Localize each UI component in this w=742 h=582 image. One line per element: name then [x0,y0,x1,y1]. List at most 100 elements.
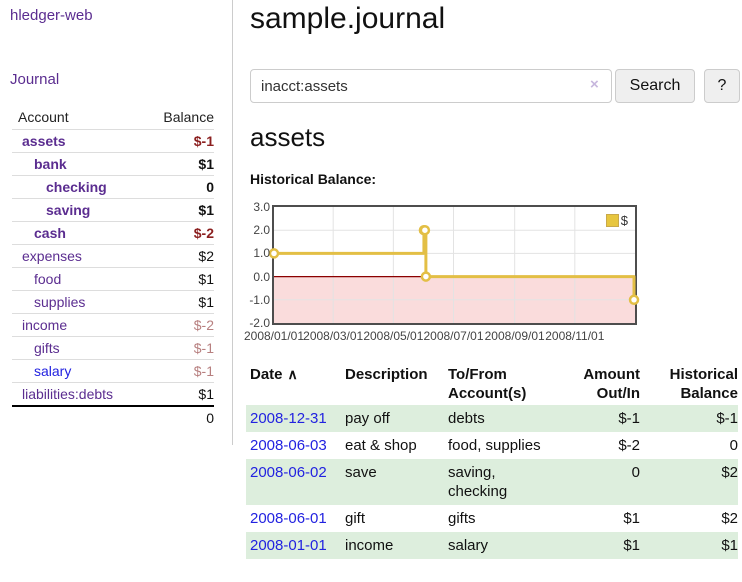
account-balance: 0 [206,179,214,195]
data-point [420,271,432,282]
account-row: salary $-1 [12,359,214,382]
account-link-salary[interactable]: salary [34,363,72,379]
accounts-total-value: 0 [206,410,214,426]
register-col-header[interactable]: Historical Balance [669,366,738,402]
account-link-checking[interactable]: checking [46,179,107,195]
account-row: saving $1 [12,198,214,221]
account-row: income $-2 [12,313,214,336]
chart-plot-area: $ [268,205,640,325]
account-link-expenses[interactable]: expenses [22,248,82,264]
data-point [419,224,431,236]
accounts-header-account: Account [18,109,69,125]
account-balance: $1 [198,156,214,172]
register-col-header[interactable]: To/From Account(s) [448,366,527,402]
account-balance: $1 [198,271,214,287]
transaction-description: income [345,537,394,554]
account-link-saving[interactable]: saving [46,202,91,218]
y-axis-tick-label: 0.0 [253,269,270,284]
y-axis-tick-label: 1.0 [253,246,270,261]
transaction-balance: $2 [721,464,738,481]
main-content: sample.journal × Search ? assets Histori… [244,0,742,582]
transaction-accounts: gifts [448,510,476,527]
search-form: × Search ? [250,69,742,103]
x-axis-tick-label: 2008/07/01 [423,329,484,343]
accounts-total-row: 0 [12,405,214,429]
transaction-balance: 0 [729,437,738,454]
x-axis-tick-label: 2008/09/01 [484,329,545,343]
transaction-description: gift [345,510,366,527]
transaction-accounts: food, supplies [448,437,541,454]
account-link-gifts[interactable]: gifts [34,340,60,356]
account-row: bank $1 [12,152,214,175]
accounts-table-header: Account Balance [12,106,214,129]
transaction-balance: $1 [721,537,738,554]
transaction-amount: 0 [631,464,640,481]
register-col-header[interactable]: Date ∧ [250,366,298,383]
transaction-date-link[interactable]: 2008-06-01 [250,510,327,527]
register-col-header[interactable]: Description [345,366,428,383]
register-table: Date ∧ Description To/From Account(s) Amount O… [246,363,738,559]
account-balance: $1 [198,202,214,218]
account-balance: $-1 [193,363,214,379]
chart-heading: Historical Balance: [250,171,377,187]
transaction-balance: $2 [721,510,738,527]
transaction-date-link[interactable]: 2008-12-31 [250,410,327,427]
account-row: expenses $2 [12,244,214,267]
sort-asc-icon: ∧ [287,366,298,382]
transaction-description: eat & shop [345,437,417,454]
account-row: food $1 [12,267,214,290]
account-row: checking 0 [12,175,214,198]
app-brand-link[interactable]: hledger-web [10,7,93,24]
account-heading: assets [250,122,326,152]
transaction-date-link[interactable]: 2008-06-03 [250,437,327,454]
account-row: gifts $-1 [12,336,214,359]
clear-search-icon[interactable]: × [590,76,599,93]
account-balance: $-2 [193,225,214,241]
register-rows: 2008-12-31 pay off debts $-1 $-1 2008-06-03 ea… [246,405,738,559]
transaction-row: 2008-12-31 pay off debts $-1 $-1 [246,405,738,432]
transaction-accounts: saving, checking [448,464,508,500]
account-link-food[interactable]: food [34,271,62,287]
transaction-date-link[interactable]: 2008-01-01 [250,537,327,554]
transaction-description: pay off [345,410,390,427]
x-axis-tick-label: 2008/03/01 [303,329,364,343]
accounts-rows: assets $-1 bank $1 checking 0 saving $1 cash $-2 e… [12,129,214,405]
data-point [268,248,280,259]
page-title: sample.journal [250,2,446,35]
y-axis-tick-label: 2.0 [253,223,270,238]
account-link-bank[interactable]: bank [34,156,67,172]
help-button[interactable]: ? [704,69,740,103]
transaction-amount: $-1 [618,410,640,427]
search-button[interactable]: Search [615,69,695,103]
data-point [628,294,640,306]
account-balance: $-1 [193,340,214,356]
account-row: supplies $1 [12,290,214,313]
sidebar-item-journal[interactable]: Journal [10,71,60,88]
transaction-amount: $-2 [618,437,640,454]
account-row: cash $-2 [12,221,214,244]
account-link-supplies[interactable]: supplies [34,294,86,310]
y-axis-tick-label: -1.0 [249,292,270,307]
historical-balance-chart: $ 3.0 2.0 1.0 0.0 -1.0 -2.0 2008/01/01 2008/03/… [244,198,742,344]
chart-legend: $ [605,213,628,228]
transaction-row: 2008-01-01 income salary $1 $1 [246,532,738,559]
accounts-header-balance: Balance [163,109,214,125]
transaction-accounts: debts [448,410,485,427]
account-row: assets $-1 [12,129,214,152]
account-balance: $-1 [193,133,214,149]
transaction-date-link[interactable]: 2008-06-02 [250,464,327,481]
register-col-header[interactable]: Amount Out/In [583,366,640,402]
account-balance: $1 [198,386,214,402]
transaction-amount: $1 [623,510,640,527]
legend-label: $ [620,213,628,228]
account-link-liabilities-debts[interactable]: liabilities:debts [22,386,114,402]
search-input[interactable] [250,69,612,103]
account-link-assets[interactable]: assets [22,133,66,149]
account-link-cash[interactable]: cash [34,225,66,241]
account-link-income[interactable]: income [22,317,68,333]
chart-canvas [268,207,640,323]
account-row: liabilities:debts $1 [12,382,214,405]
y-axis-tick-label: -2.0 [249,316,270,330]
x-axis-tick-label: 2008/11/01 [545,329,605,343]
y-axis-tick-label: 3.0 [253,200,270,214]
